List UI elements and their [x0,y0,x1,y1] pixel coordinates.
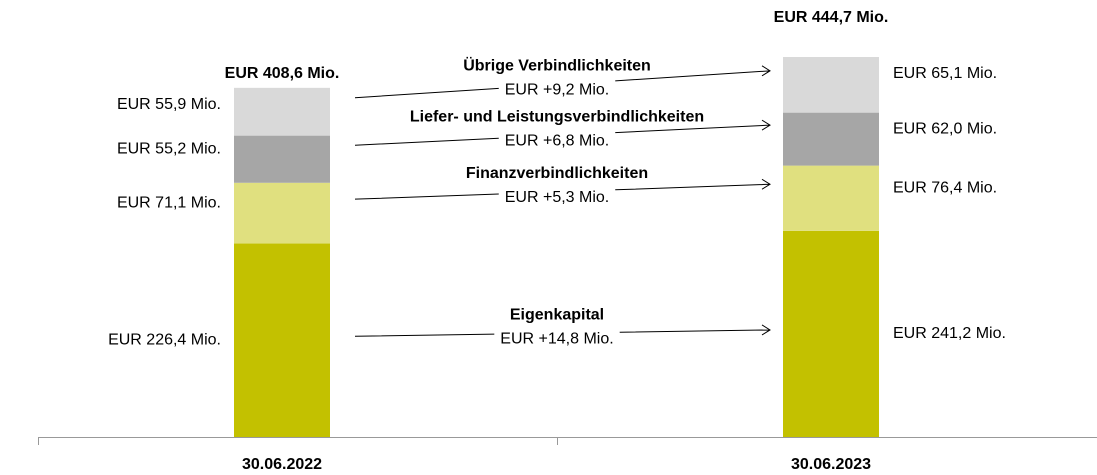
bar-segment [783,165,879,231]
change-label: EUR +6,8 Mio. [505,132,609,149]
value-label: EUR 241,2 Mio. [893,325,1006,342]
category-label: 30.06.2023 [791,456,871,473]
series-name: Eigenkapital [510,306,604,323]
change-label: EUR +5,3 Mio. [505,189,609,206]
change-arrow [354,65,771,99]
change-label: EUR +14,8 Mio. [500,330,613,347]
bar-segment [783,112,879,166]
series-name: Finanzverbindlichkeiten [466,165,648,182]
total-label: EUR 408,6 Mio. [225,65,340,82]
category-label: 30.06.2022 [242,456,322,473]
bar-segment [783,57,879,113]
value-label: EUR 226,4 Mio. [108,331,221,348]
total-label: EUR 444,7 Mio. [774,9,889,26]
bar-segment [234,182,330,244]
change-label: EUR +9,2 Mio. [505,81,609,98]
change-arrow [354,178,771,200]
bar-segment [234,135,330,183]
series-name: Liefer- und Leistungsverbindlichkeiten [410,108,704,125]
change-arrow [354,119,771,146]
series-name: Übrige Verbindlichkeiten [463,55,651,74]
change-arrow [354,324,771,337]
value-label: EUR 55,9 Mio. [117,96,221,113]
bar-segment [783,230,879,437]
value-label: EUR 55,2 Mio. [117,140,221,157]
value-label: EUR 65,1 Mio. [893,65,997,82]
bar-segment [234,87,330,136]
value-label: EUR 62,0 Mio. [893,120,997,137]
value-label: EUR 71,1 Mio. [117,194,221,211]
value-label: EUR 76,4 Mio. [893,179,997,196]
bar-segment [234,243,330,437]
